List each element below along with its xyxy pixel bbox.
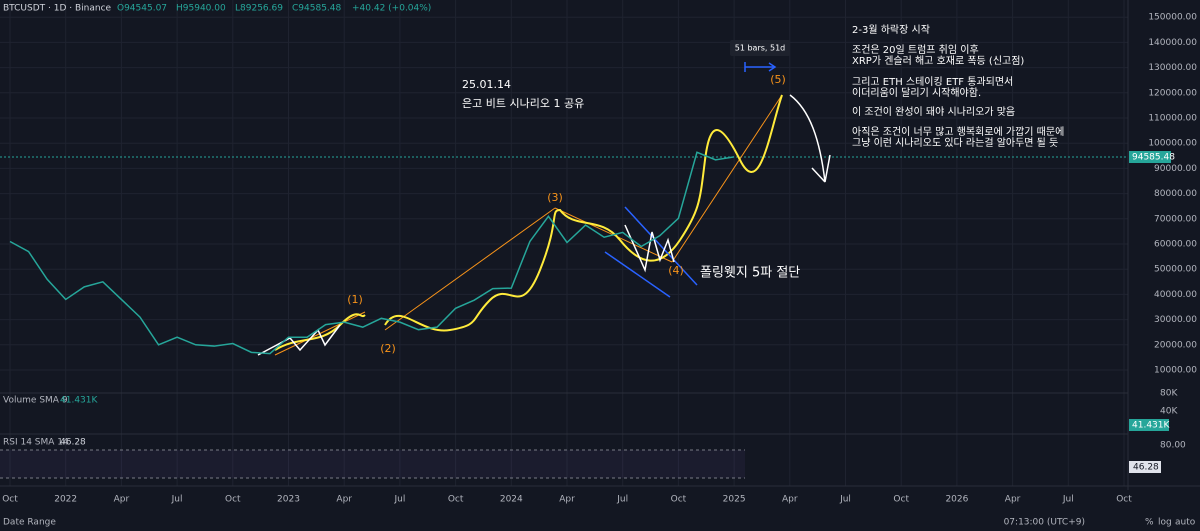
y-tick-label: 10000.00 [1154,365,1197,375]
x-tick-label: 2026 [945,495,968,505]
wedge-label: 폴링웻지 5파 절단 [700,266,800,281]
clock: 07:13:00 (UTC+9) [1004,518,1085,528]
y-tick-label: 70000.00 [1154,214,1197,224]
note: XRP가 겐슬러 해고 호재로 폭등 (신고점) [852,54,1024,67]
x-tick-label: Jul [171,495,183,505]
note: 이더리움이 달리기 시작해야함. [852,86,981,99]
y-tick-label: 50000.00 [1154,265,1197,275]
x-tick-label: Jul [616,495,628,505]
x-tick-label: Oct [1116,495,1132,505]
note: 그리고 ETH 스테이킹 ETF 통과되면서 [852,76,1013,88]
note: 아직은 조건이 너무 많고 행복회로에 가깝기 때문에 [852,126,1064,138]
note: 2-3월 하락장 시작 [852,23,930,36]
note: 이 조건이 완성이 돼야 시나리오가 맞음 [852,106,1015,118]
date-range[interactable]: Date Range [3,518,56,528]
x-tick-label: Apr [1005,495,1021,505]
wave-label: (3) [547,191,563,204]
y-tick-label: 100000.00 [1148,139,1197,149]
volume-tag-label: 41.431K [1132,421,1170,431]
x-tick-label: Oct [225,495,241,505]
white-drawing [257,94,831,356]
rsi-title: RSI 14 SMA 14 [3,438,69,448]
x-tick-label: Apr [559,495,575,505]
x-tick-label: Oct [2,495,18,505]
measure-arrow [744,62,777,72]
measure-box [730,40,790,56]
x-tick-label: 2024 [500,495,523,505]
note: 조건은 20일 트럼프 취임 이후 [852,43,979,56]
note: 그냥 이런 시나리오도 있다 라는걸 알아두면 될 듯 [852,136,1058,149]
x-tick-label: Jul [839,495,851,505]
x-tick-label: Jul [1062,495,1074,505]
auto-toggle[interactable]: auto [1175,518,1196,528]
y-tick-label: 90000.00 [1154,164,1197,174]
y-tick-label: 120000.00 [1148,88,1197,98]
wedge-line [604,206,698,298]
drawings [257,62,831,356]
price-tag [1129,151,1171,163]
x-tick-label: Oct [448,495,464,505]
ohlc-change: +40.42 (+0.04%) [352,4,431,14]
y-tick-label: 30000.00 [1154,315,1197,325]
volume-title: Volume SMA 9 [3,396,68,406]
y-tick-label: 60000.00 [1154,239,1197,249]
ohlc-low: L89256.69 [235,4,283,14]
x-tick-label: Oct [671,495,687,505]
y-tick-label: 140000.00 [1148,38,1197,48]
y-tick-label: 20000.00 [1154,340,1197,350]
rsi-band [0,450,745,478]
volume-tick: 80K [1160,389,1178,399]
x-tick-label: Apr [114,495,130,505]
y-tick-label: 80000.00 [1154,189,1197,199]
ohlc-open: O94545.07 [117,4,167,14]
x-tick-label: 2022 [54,495,77,505]
x-tick-label: Jul [393,495,405,505]
measure-label: 51 bars, 51d [735,44,786,53]
rsi-value: 46.28 [60,438,86,448]
ohlc-high: H95940.00 [176,4,226,14]
volume-tick: 40K [1160,407,1178,417]
pct-toggle[interactable]: % [1145,518,1154,528]
y-tick-label: 150000.00 [1148,13,1197,23]
ohlc-close: C94585.48 [292,4,342,14]
share-note: 은고 비트 시나리오 1 공유 [462,97,584,110]
y-tick-label: 130000.00 [1148,63,1197,73]
x-tick-label: Apr [782,495,798,505]
log-toggle[interactable]: log [1158,518,1172,528]
wave-label: (5) [770,73,786,86]
y-tick-label: 110000.00 [1148,113,1197,123]
volume-tag [1129,419,1169,431]
rsi-tag-label: 46.28 [1133,463,1159,473]
price-line [9,151,735,355]
symbol: BTCUSDT · 1D · Binance [3,4,112,14]
wave-label: (4) [668,264,684,277]
rsi-tag [1129,461,1161,473]
rsi-tick: 80.00 [1160,441,1186,451]
x-tick-label: 2023 [277,495,300,505]
volume-value: 41.431K [60,396,98,406]
date-note: 25.01.14 [462,78,511,91]
x-tick-label: Oct [893,495,909,505]
x-tick-label: Apr [336,495,352,505]
wave-label: (1) [347,293,363,306]
y-tick-label: 40000.00 [1154,290,1197,300]
wave-label: (2) [380,342,396,355]
price-tag-label: 94585.48 [1132,153,1175,163]
x-tick-label: 2025 [723,495,746,505]
